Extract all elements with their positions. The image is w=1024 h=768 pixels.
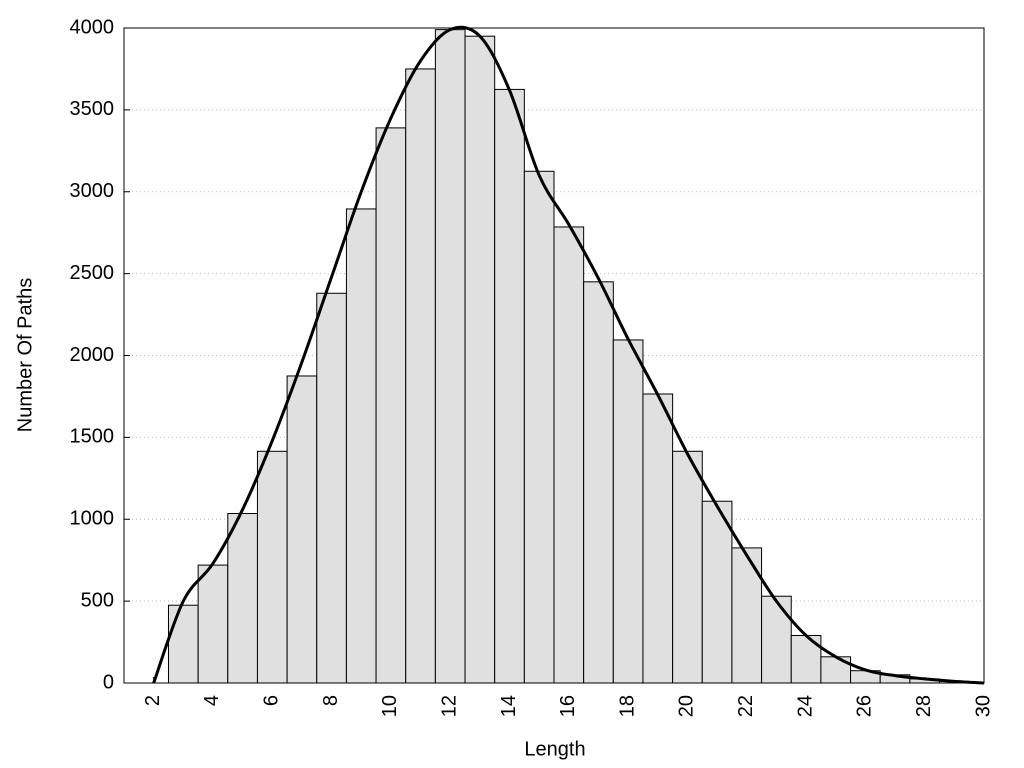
bar xyxy=(612,339,644,684)
x-tick-label: 4 xyxy=(201,695,223,706)
bar xyxy=(731,547,763,684)
y-tick-label: 500 xyxy=(81,589,114,611)
x-tick-label: 12 xyxy=(438,695,460,717)
bar xyxy=(316,292,347,684)
bar xyxy=(672,450,703,684)
y-axis-label: Number Of Paths xyxy=(14,278,36,433)
y-tick-label: 0 xyxy=(103,671,114,693)
y-tick-label: 3500 xyxy=(70,98,115,120)
bar xyxy=(345,208,377,684)
bar xyxy=(583,281,614,684)
bar xyxy=(494,88,525,684)
bar xyxy=(197,564,229,684)
bar xyxy=(434,29,466,684)
x-tick-label: 8 xyxy=(320,695,342,706)
bar xyxy=(464,35,496,684)
x-tick-label: 22 xyxy=(735,695,757,717)
plot-frame xyxy=(123,27,985,684)
x-tick-label: 26 xyxy=(854,695,876,717)
bar xyxy=(405,68,436,684)
bar xyxy=(227,513,258,684)
bar xyxy=(286,375,318,684)
x-tick-label: 6 xyxy=(261,695,283,706)
bar xyxy=(761,595,792,684)
x-tick-label: 10 xyxy=(379,695,401,717)
bar xyxy=(375,127,407,684)
x-tick-label: 28 xyxy=(913,695,935,717)
y-tick-label: 2000 xyxy=(70,344,115,366)
x-tick-label: 16 xyxy=(557,695,579,717)
density-line xyxy=(152,25,985,685)
bar xyxy=(642,393,674,684)
y-tick-label: 2500 xyxy=(70,262,115,284)
bar xyxy=(256,450,288,684)
x-axis-label: Length xyxy=(524,738,585,760)
x-tick-label: 20 xyxy=(676,695,698,717)
x-tick-label: 24 xyxy=(794,695,816,717)
bar xyxy=(523,170,555,684)
bar xyxy=(701,500,733,684)
x-tick-label: 2 xyxy=(142,695,164,706)
y-tick-label: 1500 xyxy=(70,426,115,448)
y-tick-label: 4000 xyxy=(70,16,115,38)
bar xyxy=(167,604,199,684)
bar xyxy=(553,226,585,684)
x-tick-label: 14 xyxy=(498,695,520,717)
x-tick-label: 18 xyxy=(616,695,638,717)
y-tick-label: 1000 xyxy=(70,508,115,530)
y-tick-label: 3000 xyxy=(70,180,115,202)
x-tick-label: 30 xyxy=(972,695,994,717)
